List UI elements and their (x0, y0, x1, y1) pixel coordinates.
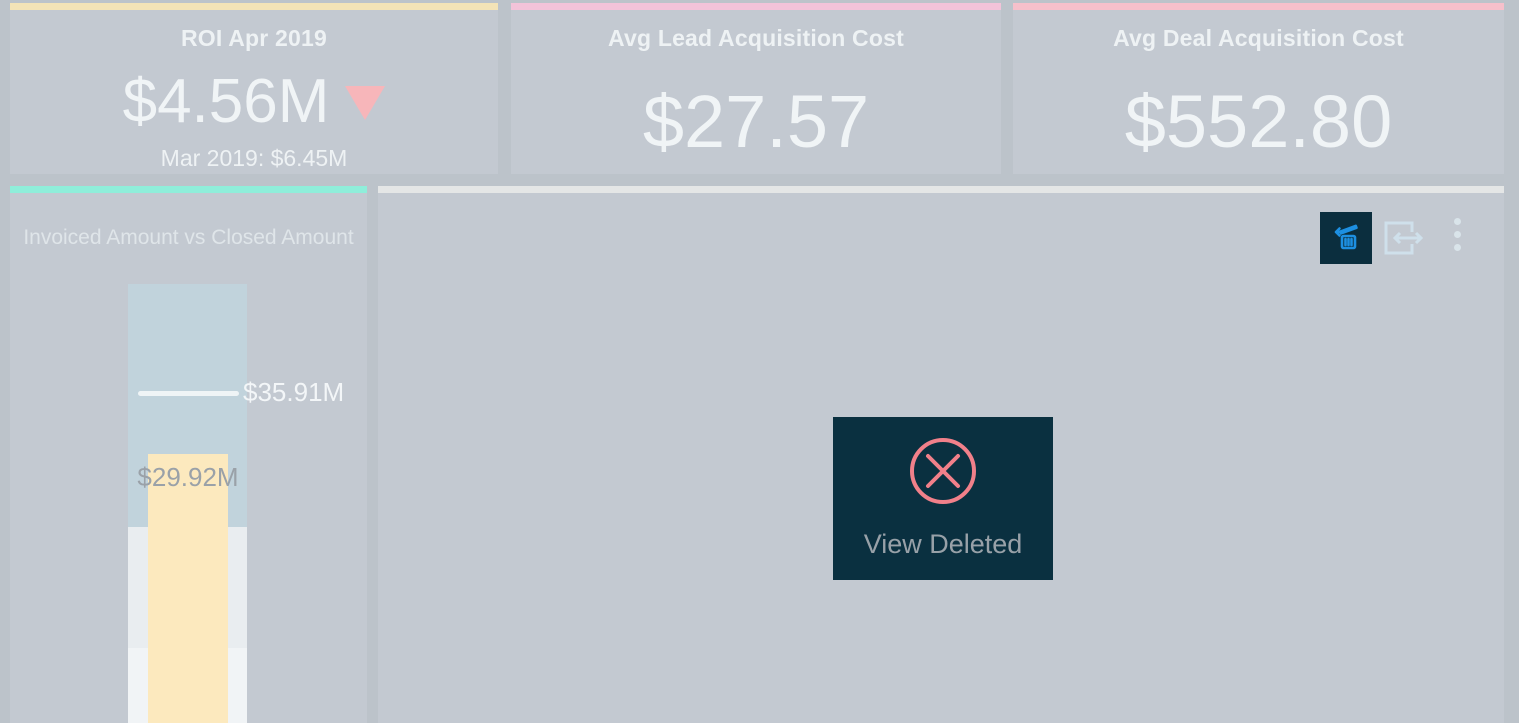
restore-deleted-button[interactable] (1320, 212, 1372, 264)
card-accent-strip (511, 3, 1001, 10)
kpi-value: $552.80 (1124, 79, 1393, 163)
crossed-circle-icon (910, 438, 976, 504)
restore-trash-icon (1334, 224, 1358, 250)
kpi-value-row: $4.56M (10, 65, 498, 137)
card-accent-strip (1013, 3, 1504, 10)
kebab-menu-icon (1454, 231, 1461, 238)
target-line (138, 391, 239, 396)
chart-title: Invoiced Amount vs Closed Amount (23, 226, 354, 249)
view-deleted-tile[interactable]: View Deleted (833, 417, 1053, 580)
export-button[interactable] (1381, 216, 1427, 260)
more-options-button[interactable] (1450, 218, 1465, 251)
card-accent-strip (10, 186, 367, 193)
invoiced-value-label: $35.91M (243, 377, 345, 407)
kpi-value: $27.57 (642, 79, 870, 163)
closed-amount-bar[interactable] (148, 454, 228, 723)
kpi-value-row: $552.80 (1013, 80, 1504, 163)
kebab-menu-icon (1454, 244, 1461, 251)
kpi-title: ROI Apr 2019 (181, 25, 327, 51)
closed-value-label: $29.92M (137, 462, 239, 492)
card-accent-strip (10, 3, 498, 10)
chart-panel-invoiced-vs-closed: Invoiced Amount vs Closed Amount $35.91M… (10, 186, 367, 723)
kpi-value-row: $27.57 (511, 80, 1001, 163)
kpi-title: Avg Deal Acquisition Cost (1113, 25, 1404, 51)
view-deleted-label: View Deleted (863, 529, 1023, 559)
kpi-subtitle: Mar 2019: $6.45M (160, 145, 348, 171)
kpi-title: Avg Lead Acquisition Cost (608, 25, 904, 51)
kebab-menu-icon (1454, 218, 1461, 225)
export-icon (1384, 221, 1424, 255)
kpi-card-roi: ROI Apr 2019 $4.56M Mar 2019: $6.45M (10, 3, 498, 174)
kpi-card-avg-lead-cost: Avg Lead Acquisition Cost $27.57 (511, 3, 1001, 174)
kpi-value: $4.56M (122, 66, 330, 136)
kpi-card-avg-deal-cost: Avg Deal Acquisition Cost $552.80 (1013, 3, 1504, 174)
view-deleted-panel: View Deleted (378, 186, 1504, 723)
trend-down-icon (345, 86, 386, 120)
panel-accent-strip (378, 186, 1504, 193)
